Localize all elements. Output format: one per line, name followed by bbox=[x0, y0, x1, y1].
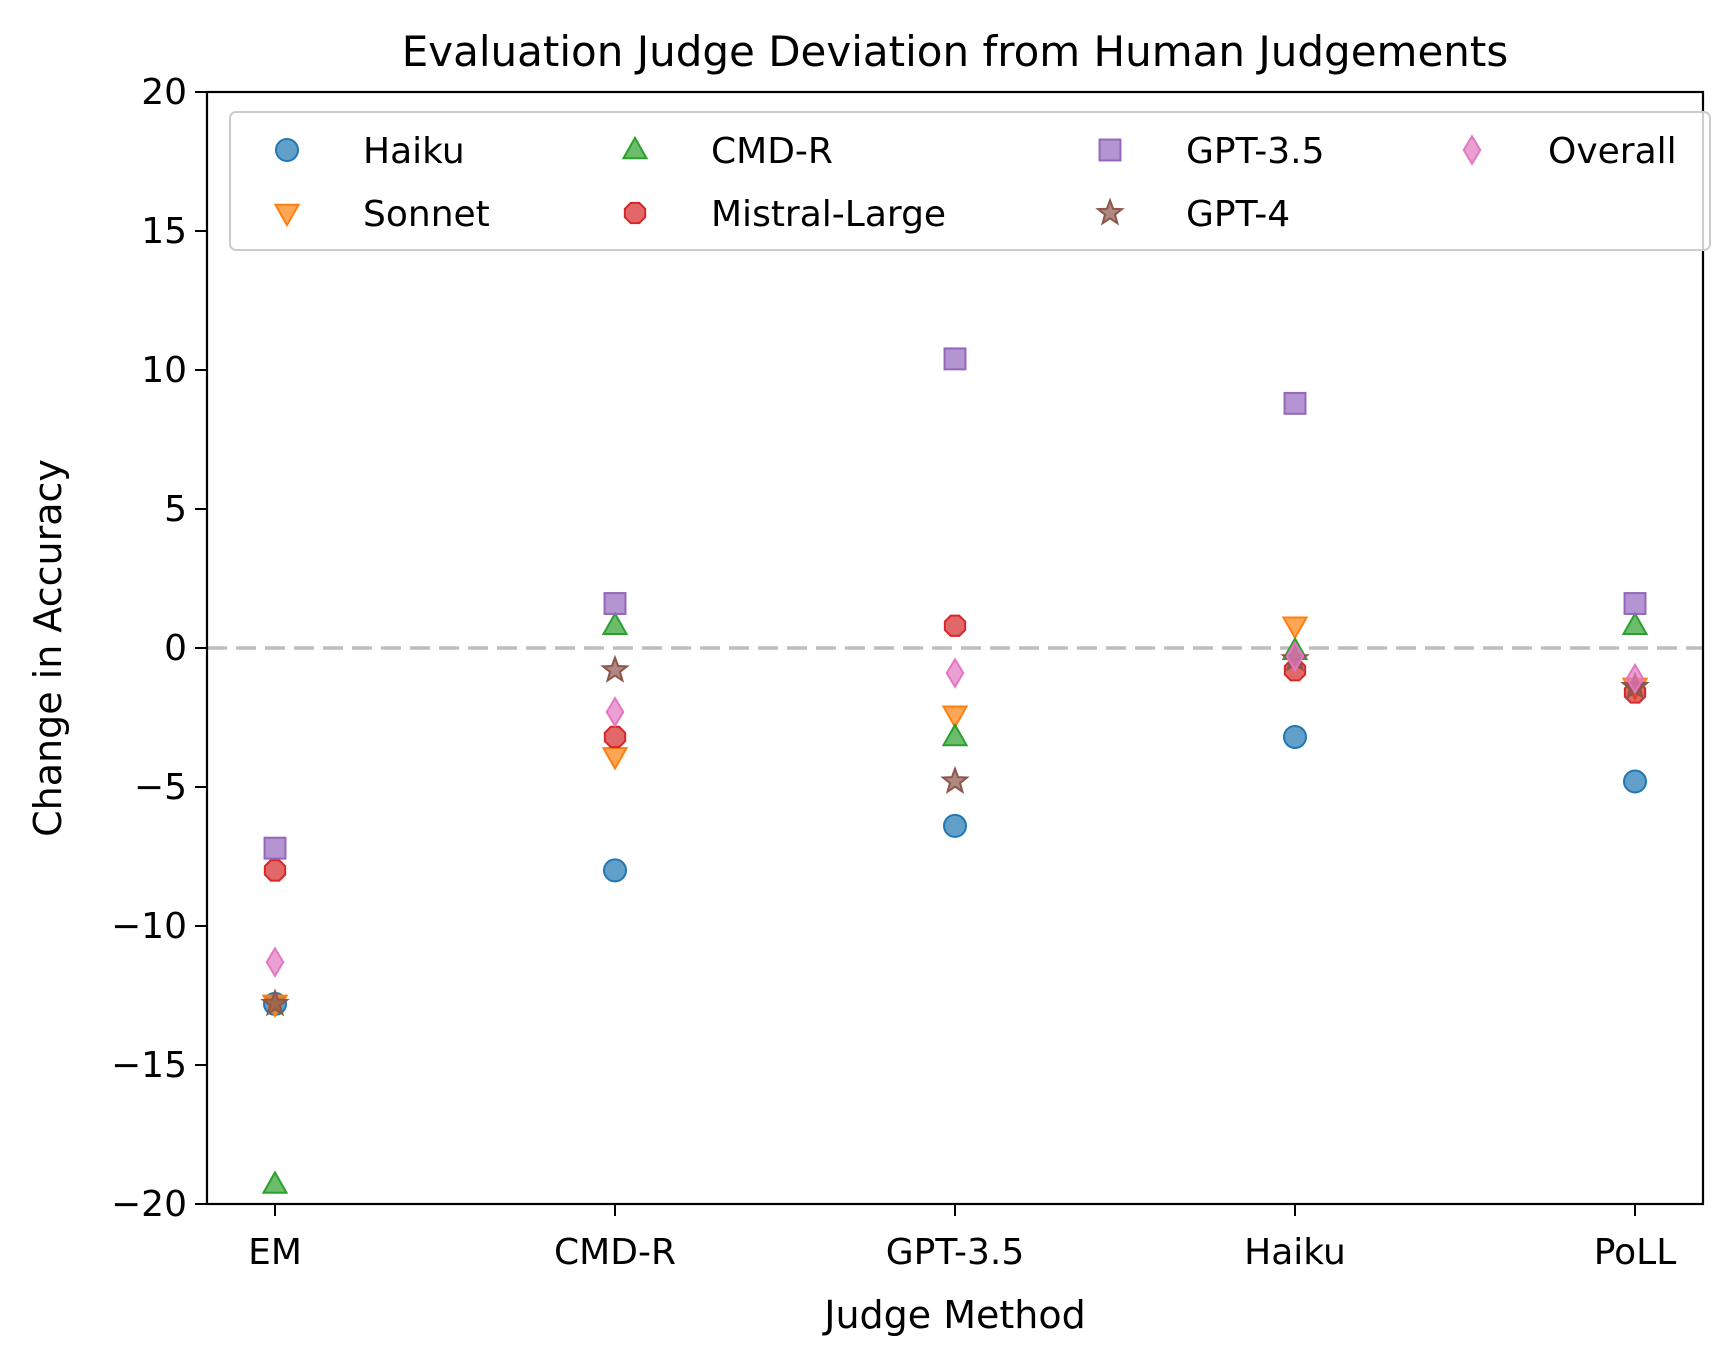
point-overall-em bbox=[265, 946, 285, 978]
point-cmd-r-poll bbox=[1621, 611, 1649, 636]
y-tick-label: 10 bbox=[141, 350, 187, 391]
point-sonnet-haiku bbox=[1281, 616, 1309, 640]
point-haiku-haiku bbox=[1283, 724, 1307, 749]
point-gpt-3-5-cmd-r bbox=[603, 592, 627, 615]
point-overall-haiku bbox=[1285, 640, 1305, 673]
point-haiku-poll bbox=[1623, 769, 1647, 794]
point-haiku-gpt-3-5 bbox=[943, 813, 967, 838]
point-overall-cmd-r bbox=[605, 696, 625, 728]
x-axis-label: Judge Method bbox=[822, 1293, 1086, 1337]
legend-label-sonnet: Sonnet bbox=[363, 194, 490, 235]
y-axis-label: Change in Accuracy bbox=[26, 459, 70, 837]
legend-label-gpt-3-5: GPT-3.5 bbox=[1186, 131, 1325, 172]
point-mistral-large-cmd-r bbox=[603, 725, 627, 749]
y-tick-label: −5 bbox=[134, 767, 187, 808]
point-gpt-3-5-gpt-3-5 bbox=[943, 347, 967, 371]
chart-title: Evaluation Judge Deviation from Human Ju… bbox=[402, 27, 1509, 76]
plot-frame bbox=[205, 90, 1705, 1206]
legend-marker-haiku bbox=[275, 138, 299, 162]
x-tick-label: GPT-3.5 bbox=[886, 1232, 1025, 1273]
x-tick-label: PoLL bbox=[1594, 1232, 1677, 1273]
legend-label-gpt-4: GPT-4 bbox=[1186, 194, 1290, 235]
point-haiku-cmd-r bbox=[603, 858, 627, 883]
point-overall-poll bbox=[1625, 662, 1645, 695]
y-tick-label: −20 bbox=[111, 1184, 187, 1225]
point-gpt-3-5-poll bbox=[1623, 592, 1647, 615]
y-tick-label: 0 bbox=[164, 628, 187, 669]
legend-box bbox=[229, 111, 1711, 251]
legend-label-cmd-r: CMD-R bbox=[711, 131, 833, 172]
point-cmd-r-em bbox=[261, 1170, 289, 1194]
point-mistral-large-gpt-3-5 bbox=[943, 614, 967, 637]
legend-label-haiku: Haiku bbox=[363, 131, 465, 172]
legend-label-overall: Overall bbox=[1548, 131, 1677, 172]
point-gpt-3-5-haiku bbox=[1283, 391, 1307, 415]
y-tick-label: 20 bbox=[141, 72, 187, 113]
point-overall-gpt-3-5 bbox=[945, 657, 965, 689]
point-mistral-large-em bbox=[263, 859, 287, 882]
point-gpt-3-5-em bbox=[263, 836, 287, 860]
point-sonnet-cmd-r bbox=[601, 747, 629, 771]
legend-marker-sonnet bbox=[273, 203, 301, 228]
y-tick-label: 15 bbox=[141, 211, 187, 252]
legend: Haiku Sonnet CMD-R Mistral-Large GPT-3.5 GPT-… bbox=[229, 111, 1711, 251]
point-gpt-4-em bbox=[260, 988, 290, 1017]
x-tick-label: CMD-R bbox=[554, 1232, 676, 1273]
x-tick-label: EM bbox=[248, 1232, 302, 1273]
y-tick-label: −15 bbox=[111, 1045, 187, 1086]
point-gpt-4-gpt-3-5 bbox=[940, 765, 970, 795]
y-tick-label: 5 bbox=[164, 489, 187, 530]
y-tick-label: −10 bbox=[111, 906, 187, 947]
legend-label-mistral-large: Mistral-Large bbox=[711, 194, 946, 235]
legend-marker-gpt-4 bbox=[1095, 197, 1125, 226]
point-gpt-4-cmd-r bbox=[600, 654, 630, 683]
point-sonnet-gpt-3-5 bbox=[941, 705, 969, 729]
point-cmd-r-gpt-3-5 bbox=[941, 722, 969, 747]
legend-marker-gpt-3-5 bbox=[1098, 138, 1122, 162]
point-cmd-r-cmd-r bbox=[601, 611, 629, 636]
legend-marker-mistral-large bbox=[623, 201, 647, 225]
legend-marker-overall bbox=[1462, 134, 1482, 166]
x-tick-label: Haiku bbox=[1244, 1232, 1346, 1273]
legend-marker-cmd-r bbox=[621, 135, 649, 160]
